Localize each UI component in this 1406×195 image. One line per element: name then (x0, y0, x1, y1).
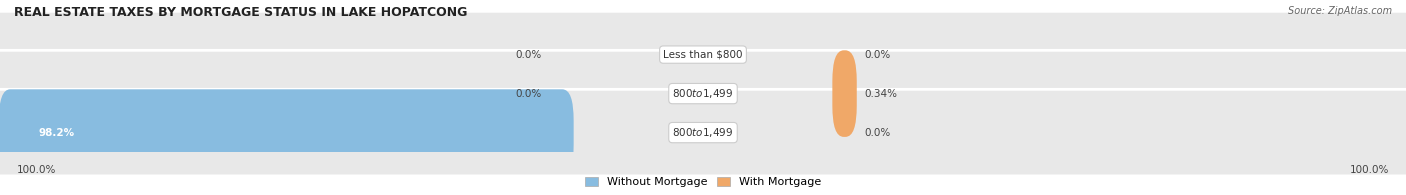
FancyBboxPatch shape (0, 50, 1406, 137)
Text: 100.0%: 100.0% (1350, 165, 1389, 175)
Text: 0.0%: 0.0% (865, 128, 891, 138)
Text: $800 to $1,499: $800 to $1,499 (672, 126, 734, 139)
FancyBboxPatch shape (0, 89, 574, 176)
Text: 100.0%: 100.0% (17, 165, 56, 175)
Text: Less than $800: Less than $800 (664, 50, 742, 60)
Text: 0.0%: 0.0% (515, 89, 541, 99)
Text: 0.0%: 0.0% (515, 50, 541, 60)
FancyBboxPatch shape (832, 50, 856, 137)
Legend: Without Mortgage, With Mortgage: Without Mortgage, With Mortgage (585, 177, 821, 188)
Text: Source: ZipAtlas.com: Source: ZipAtlas.com (1288, 6, 1392, 16)
Text: 98.2%: 98.2% (38, 128, 75, 138)
FancyBboxPatch shape (0, 89, 1406, 176)
Text: REAL ESTATE TAXES BY MORTGAGE STATUS IN LAKE HOPATCONG: REAL ESTATE TAXES BY MORTGAGE STATUS IN … (14, 6, 467, 19)
Text: 0.34%: 0.34% (865, 89, 897, 99)
FancyBboxPatch shape (0, 11, 1406, 98)
Text: $800 to $1,499: $800 to $1,499 (672, 87, 734, 100)
Text: 0.0%: 0.0% (865, 50, 891, 60)
